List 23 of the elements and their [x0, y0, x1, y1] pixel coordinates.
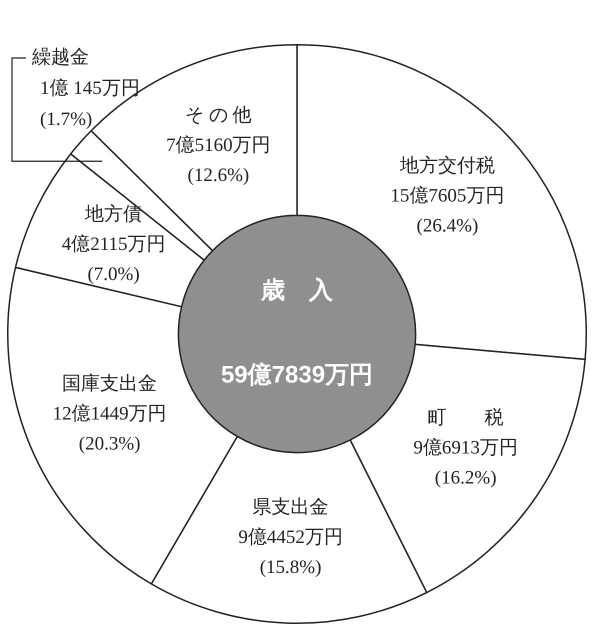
data-label: (15.8%) [260, 556, 322, 578]
text: 59億7839万円 [220, 362, 374, 389]
data-label: (1.7%) [40, 108, 92, 130]
text: 1億 145万円 [40, 78, 140, 99]
data-label: (16.2%) [434, 468, 497, 489]
text: 4億2115万円 [62, 234, 166, 255]
text: 15億7605万円 [390, 185, 504, 206]
text: 歳 入 [260, 277, 334, 304]
slice-label: 地方交付税 [398, 154, 495, 176]
text: 9億4452万円 [238, 526, 343, 548]
data-label: (7.0%) [87, 264, 140, 285]
slice-label: 町 税 [428, 408, 504, 429]
slice-label: 県支出金 [252, 496, 329, 518]
text: 7億5160万円 [166, 134, 271, 156]
data-label: (12.6%) [188, 164, 250, 186]
slice-label: 地方債 [84, 202, 142, 225]
text: 12億1449万円 [52, 403, 167, 424]
text: 9億6913万円 [413, 438, 518, 459]
slice-label: 国庫支出金 [62, 372, 158, 394]
slice-label: 繰越金 [31, 46, 89, 68]
data-label: (20.3%) [78, 433, 140, 454]
slice-label: そ の 他 [185, 104, 252, 126]
data-label: (26.4%) [416, 215, 478, 236]
